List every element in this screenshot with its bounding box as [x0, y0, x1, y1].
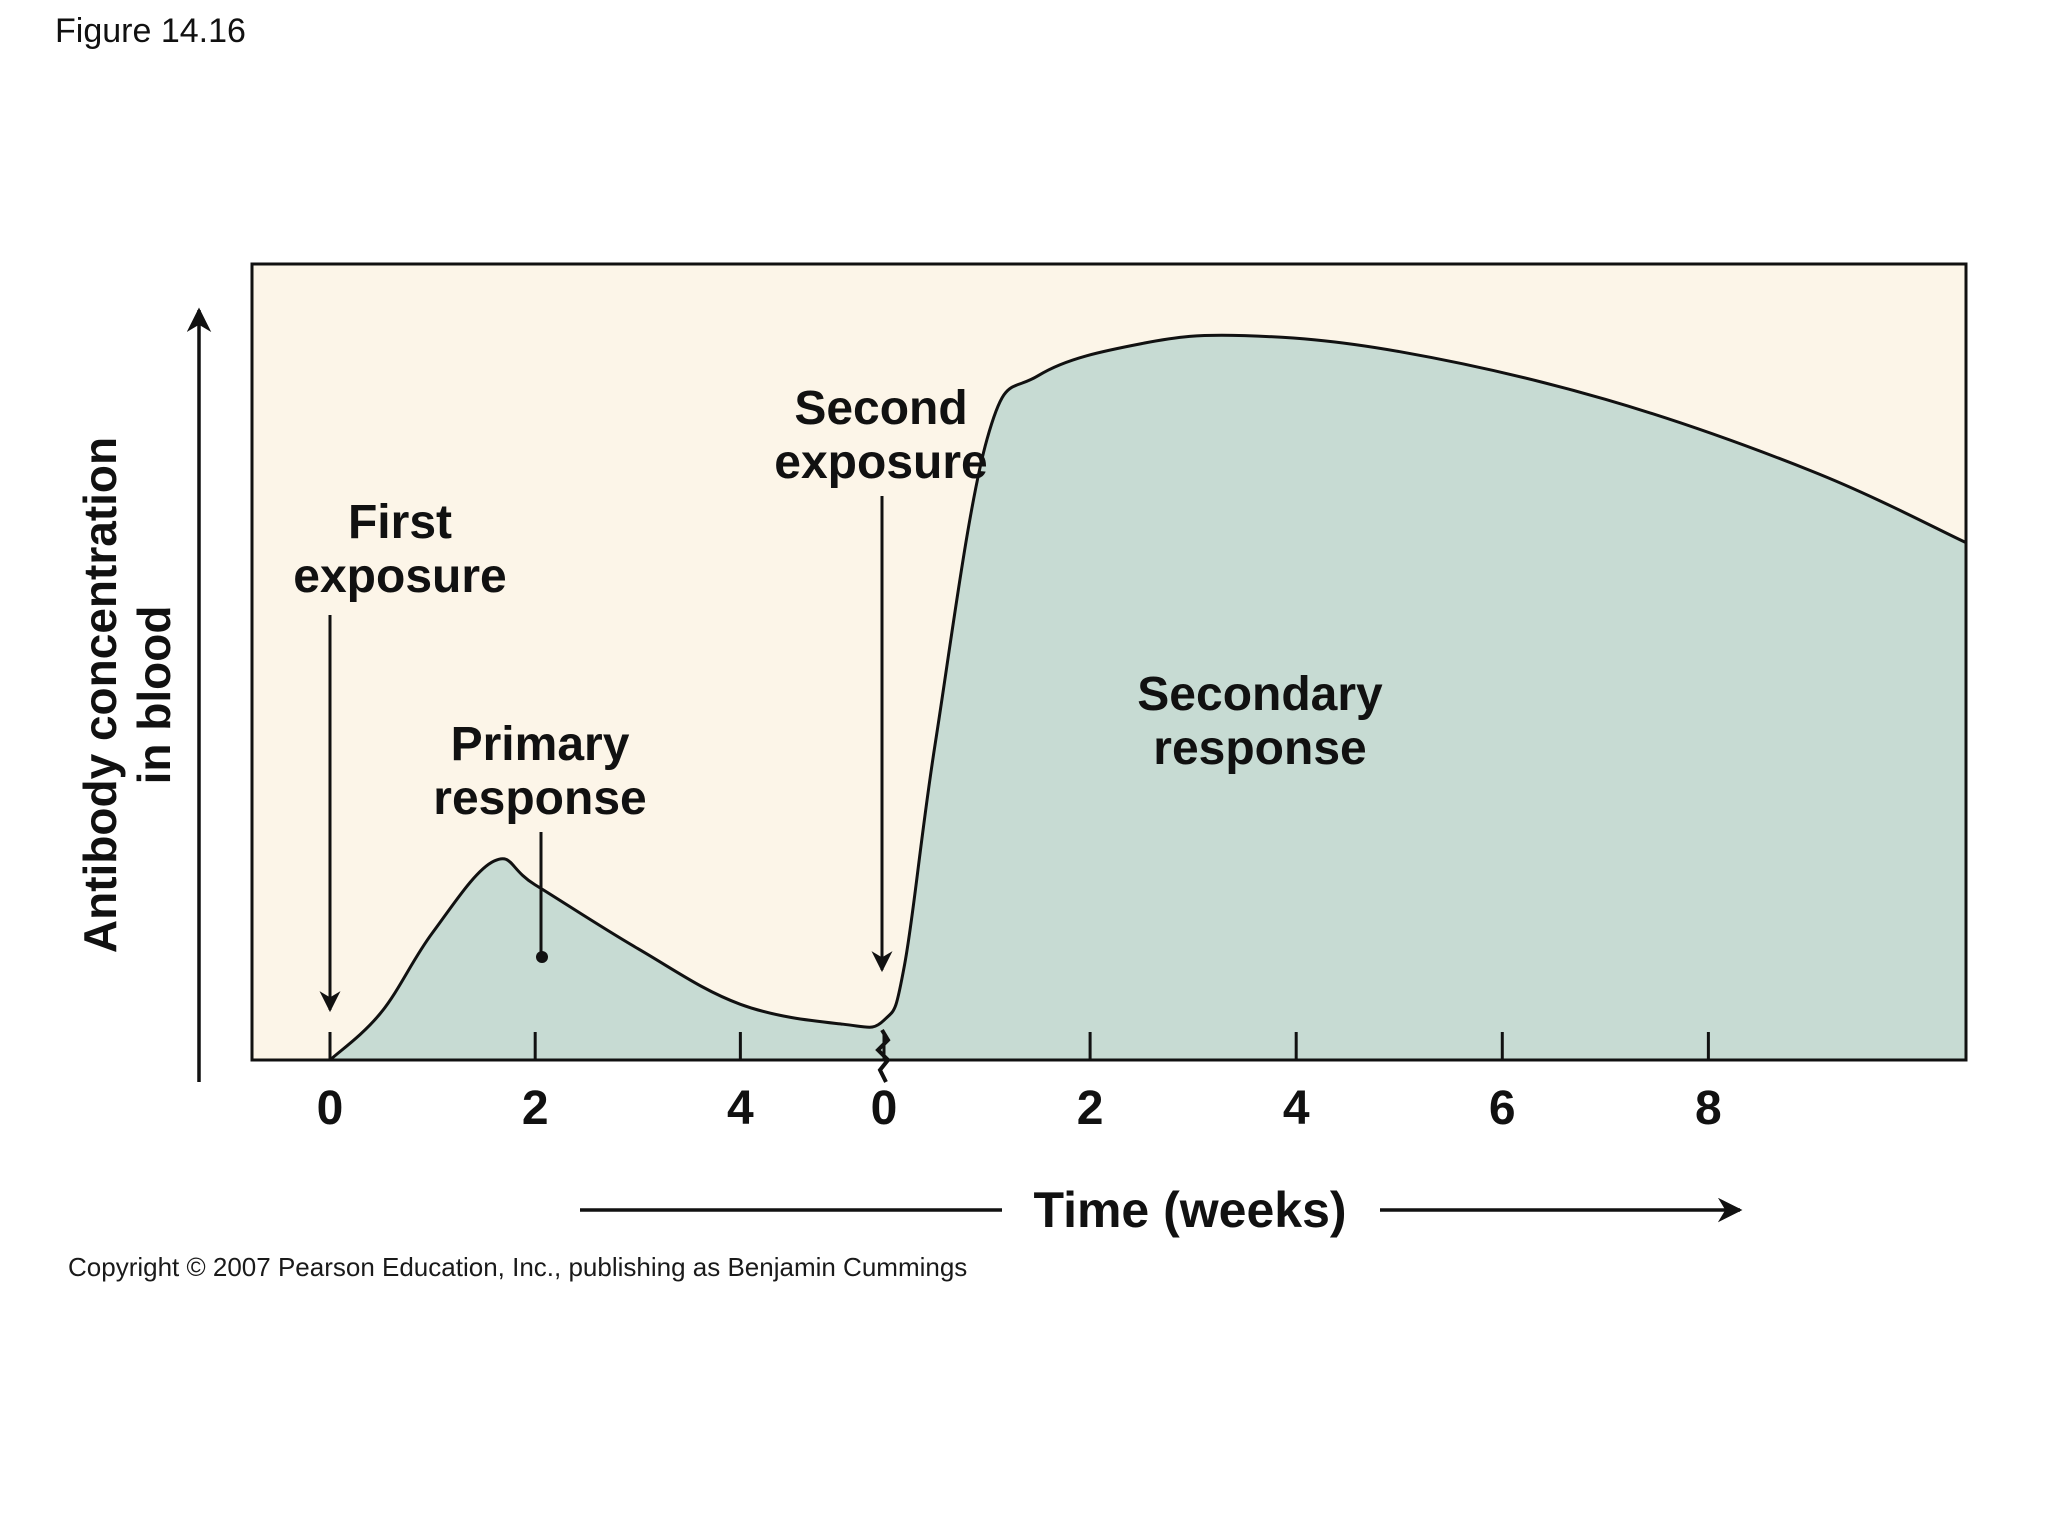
x-axis-label: Time (weeks): [1033, 1182, 1346, 1238]
first-exposure-label: First exposure: [293, 496, 506, 603]
x-tick-label: 8: [1695, 1082, 1722, 1135]
y-axis-label: Antibody concentrationin blood: [74, 437, 180, 953]
x-tick-label: 4: [1283, 1082, 1310, 1135]
x-tick-label: 0: [871, 1082, 898, 1135]
x-tick-label: 2: [522, 1082, 549, 1135]
x-tick-label: 6: [1489, 1082, 1516, 1135]
copyright-notice: Copyright © 2007 Pearson Education, Inc.…: [68, 1252, 968, 1282]
antibody-concentration-line: [328, 333, 1967, 1062]
x-tick-label: 2: [1077, 1082, 1104, 1135]
x-tick-label: 4: [727, 1082, 754, 1135]
figure-label: Figure 14.16: [55, 12, 246, 50]
axis-break-icon: [875, 1028, 891, 1083]
plot-border: [250, 262, 1968, 1062]
antibody-area-fill: [330, 335, 1966, 1060]
x-tick-label: 0: [317, 1082, 344, 1135]
second-exposure-label: Second exposure: [774, 382, 987, 489]
primary-response-dot: [536, 951, 548, 963]
secondary-response-label: Secondary response: [1137, 668, 1383, 775]
primary-response-label: Primary response: [433, 718, 646, 825]
